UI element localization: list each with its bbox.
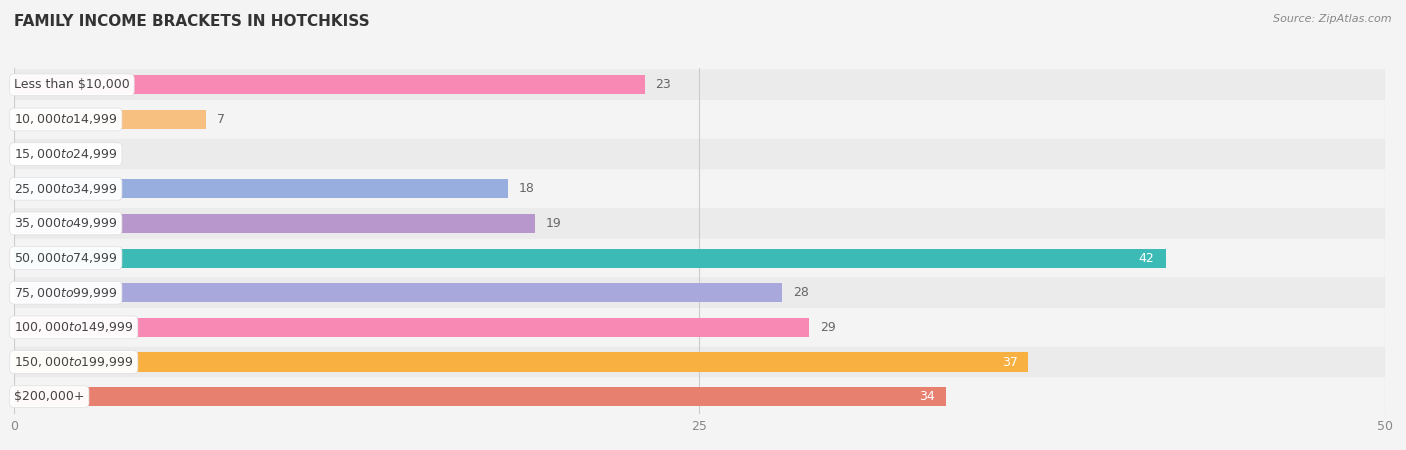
FancyBboxPatch shape: [14, 312, 1385, 342]
Text: $75,000 to $99,999: $75,000 to $99,999: [14, 286, 118, 300]
Bar: [14, 352, 1029, 372]
Text: $15,000 to $24,999: $15,000 to $24,999: [14, 147, 118, 161]
Text: $200,000+: $200,000+: [14, 390, 84, 403]
Text: 28: 28: [793, 286, 808, 299]
Bar: [14, 75, 644, 94]
Text: 23: 23: [655, 78, 672, 91]
Text: Less than $10,000: Less than $10,000: [14, 78, 129, 91]
Text: $10,000 to $14,999: $10,000 to $14,999: [14, 112, 118, 126]
Text: Source: ZipAtlas.com: Source: ZipAtlas.com: [1274, 14, 1392, 23]
Text: $150,000 to $199,999: $150,000 to $199,999: [14, 355, 134, 369]
Text: 7: 7: [217, 113, 225, 126]
Text: $50,000 to $74,999: $50,000 to $74,999: [14, 251, 118, 265]
Text: $25,000 to $34,999: $25,000 to $34,999: [14, 182, 118, 196]
FancyBboxPatch shape: [14, 243, 1385, 273]
FancyBboxPatch shape: [14, 139, 1385, 169]
FancyBboxPatch shape: [14, 104, 1385, 135]
FancyBboxPatch shape: [14, 70, 1385, 100]
Text: 37: 37: [1001, 356, 1018, 369]
FancyBboxPatch shape: [14, 174, 1385, 204]
Bar: [14, 283, 782, 302]
Text: $100,000 to $149,999: $100,000 to $149,999: [14, 320, 134, 334]
Bar: [14, 387, 946, 406]
Bar: [14, 214, 534, 233]
FancyBboxPatch shape: [14, 208, 1385, 239]
FancyBboxPatch shape: [14, 278, 1385, 308]
Text: 0: 0: [25, 148, 32, 161]
Bar: [14, 248, 1166, 268]
Bar: [14, 179, 508, 198]
Bar: [14, 110, 207, 129]
Text: 19: 19: [546, 217, 562, 230]
Text: $35,000 to $49,999: $35,000 to $49,999: [14, 216, 118, 230]
Text: 34: 34: [920, 390, 935, 403]
Bar: [14, 318, 810, 337]
FancyBboxPatch shape: [14, 382, 1385, 412]
Text: 42: 42: [1139, 252, 1154, 265]
Text: 29: 29: [820, 321, 837, 334]
FancyBboxPatch shape: [14, 347, 1385, 377]
Text: FAMILY INCOME BRACKETS IN HOTCHKISS: FAMILY INCOME BRACKETS IN HOTCHKISS: [14, 14, 370, 28]
Text: 18: 18: [519, 182, 534, 195]
